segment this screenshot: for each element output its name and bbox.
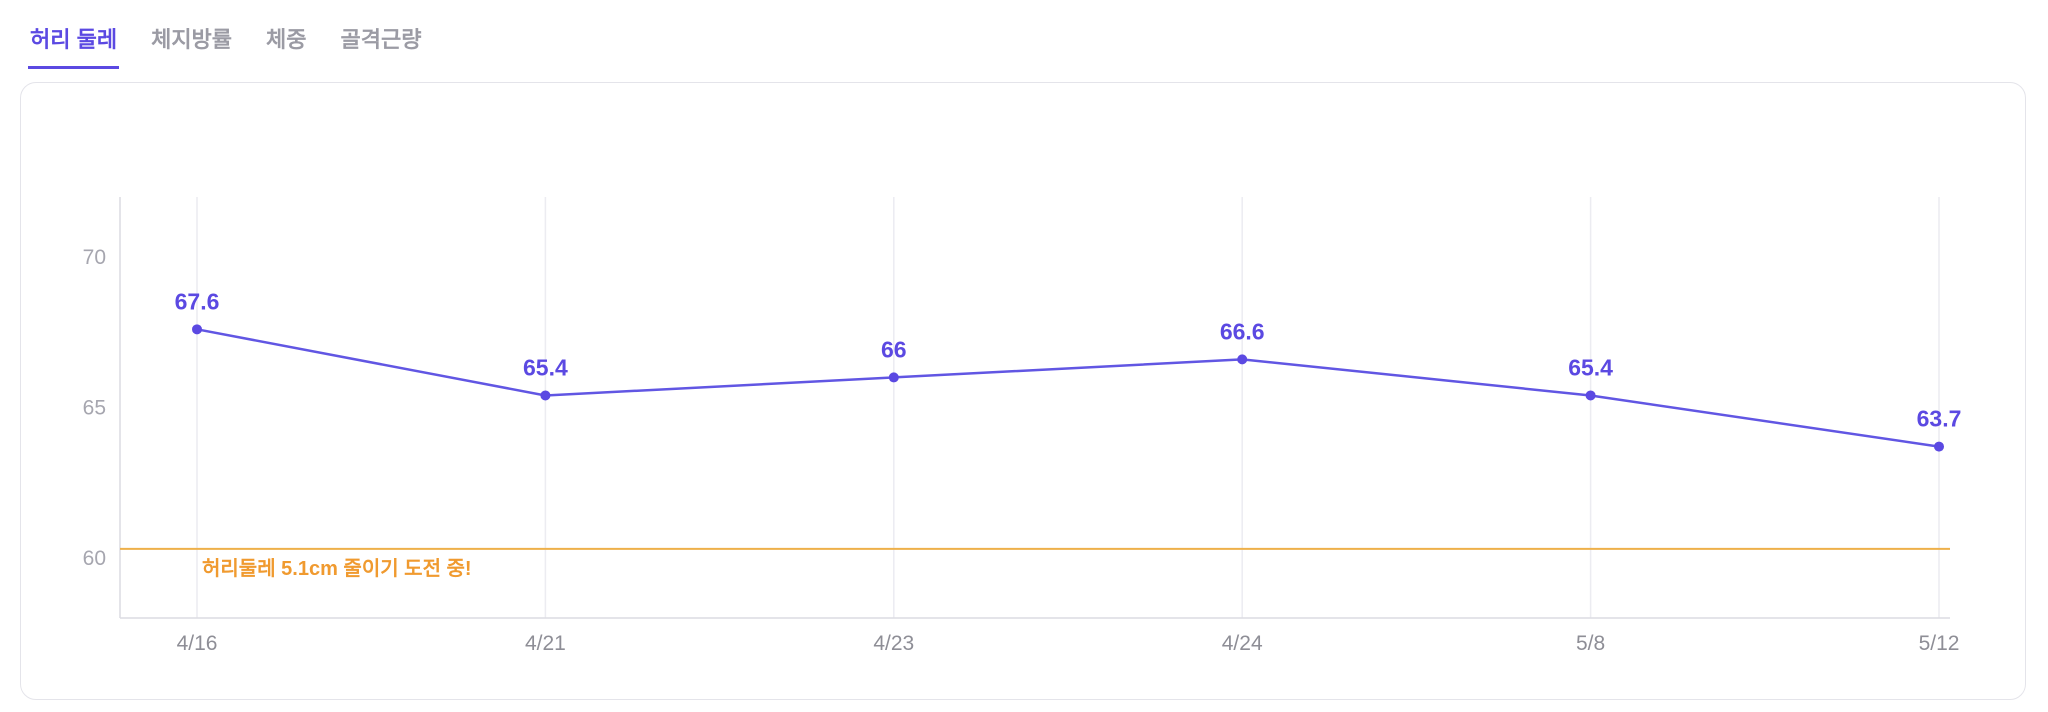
- data-point-value-label: 66.6: [1220, 318, 1265, 344]
- tab-body-fat-percentage[interactable]: 체지방률: [151, 27, 233, 52]
- tab-weight[interactable]: 체중: [266, 27, 307, 52]
- data-point-value-label: 65.4: [523, 354, 568, 380]
- y-axis-tick-label: 60: [83, 547, 106, 570]
- y-axis-tick-label: 70: [83, 246, 106, 269]
- x-axis-tick-label: 4/23: [873, 632, 914, 655]
- data-point: [888, 372, 899, 383]
- data-point-value-label: 66: [881, 336, 907, 362]
- x-axis-tick-label: 4/21: [525, 632, 566, 655]
- data-point-value-label: 65.4: [1568, 354, 1613, 380]
- y-axis-tick-label: 65: [83, 397, 106, 420]
- chart-card: [20, 82, 2026, 700]
- x-axis-tick-label: 4/24: [1222, 632, 1263, 655]
- data-point: [192, 324, 202, 335]
- goal-line-label: 허리둘레 5.1cm 줄이기 도전 중!: [202, 557, 472, 580]
- tab-skeletal-muscle-mass[interactable]: 골격근량: [340, 27, 422, 52]
- x-axis-tick-label: 5/8: [1576, 632, 1605, 655]
- x-axis-tick-label: 5/12: [1919, 632, 1960, 655]
- metric-tabs: 허리 둘레 체지방률 체중 골격근량: [28, 16, 424, 69]
- data-point-value-label: 67.6: [175, 288, 220, 314]
- x-axis-tick-label: 4/16: [177, 632, 218, 655]
- data-point: [540, 390, 551, 401]
- data-point: [1585, 390, 1596, 401]
- tab-waist-circumference[interactable]: 허리 둘레: [28, 16, 120, 69]
- data-point-value-label: 63.7: [1917, 406, 1962, 432]
- data-point: [1237, 354, 1248, 365]
- series-line: [196, 328, 1940, 448]
- data-point: [1934, 441, 1944, 452]
